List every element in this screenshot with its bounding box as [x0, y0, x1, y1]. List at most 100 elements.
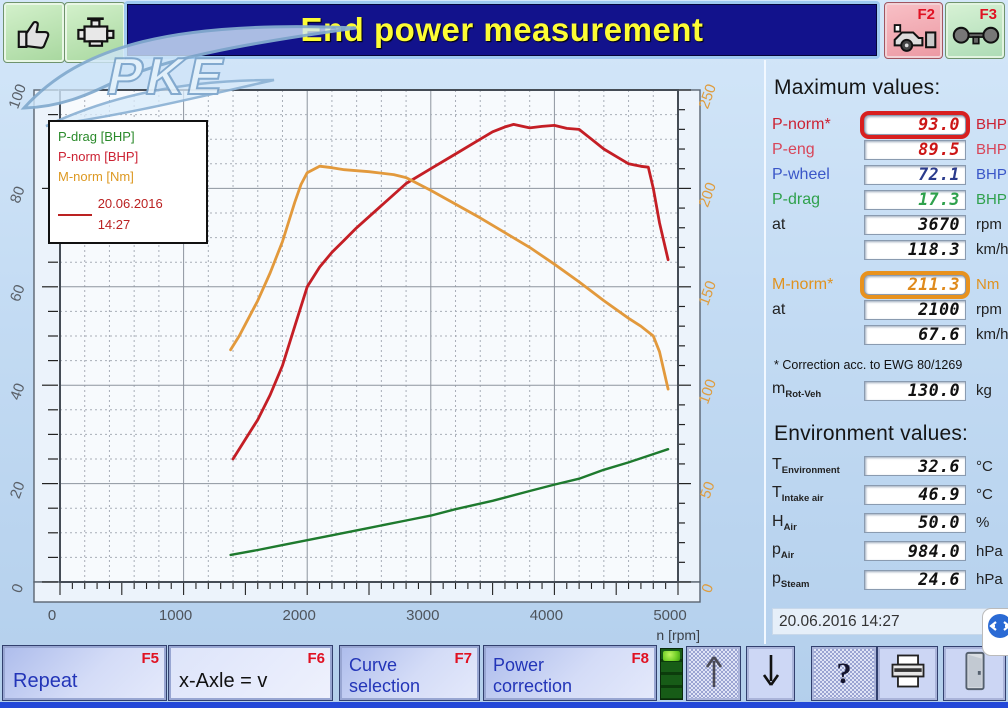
value-digits: 46.9 — [918, 485, 960, 505]
x-axle-button[interactable]: x-Axle = v F6 — [168, 645, 333, 701]
power-correction-button[interactable]: Power correction F8 — [483, 645, 657, 701]
remote-access-bubble[interactable] — [982, 608, 1008, 656]
legend-entry: P-drag [BHP] — [58, 129, 135, 144]
value-unit: °C — [976, 486, 993, 504]
environment-values-heading: Environment values: — [774, 422, 969, 445]
value-label: P-eng — [772, 140, 815, 158]
value-digits: 3670 — [918, 215, 960, 234]
question-mark-icon: ? — [836, 656, 852, 690]
value-row: P-drag 17.3 BHP — [772, 187, 1007, 212]
power-correction-label: Power correction — [493, 655, 573, 696]
engine-icon — [72, 9, 118, 56]
value-unit: °C — [976, 457, 993, 475]
value-row: M-norm* 211.3 Nm — [772, 272, 1006, 297]
page-title: End power measurement — [300, 11, 704, 48]
value-display: 2100 — [864, 299, 966, 320]
value-row: 67.6 km/h — [772, 322, 1008, 347]
value-digits: 67.6 — [918, 325, 960, 344]
value-label: at — [772, 215, 786, 233]
value-row: P-wheel 72.1 BHP — [772, 162, 1007, 187]
value-row: at 3670 rpm — [772, 212, 1006, 237]
value-display: 46.9 — [864, 484, 966, 505]
value-label: pSteam — [772, 569, 810, 590]
value-row: P-eng 89.5 BHP — [772, 137, 1007, 162]
value-unit: hPa — [976, 542, 1003, 560]
value-display: 17.3 — [864, 189, 966, 210]
value-display: 130.0 — [864, 380, 966, 401]
arrow-down-icon — [758, 653, 784, 694]
signal-level-indicator — [660, 648, 683, 700]
svg-text:40: 40 — [7, 381, 29, 402]
value-display: 32.6 — [864, 456, 966, 477]
value-label: HAir — [772, 512, 797, 534]
svg-text:1000: 1000 — [159, 607, 192, 624]
value-unit: % — [976, 514, 990, 532]
value-digits: 89.5 — [918, 140, 960, 159]
correction-note: * Correction acc. to EWG 80/1269 — [774, 358, 963, 372]
value-digits: 17.3 — [918, 190, 960, 209]
f2-dyno-mode-button[interactable]: F2 — [884, 2, 943, 59]
engine-button[interactable] — [64, 2, 126, 63]
svg-text:250: 250 — [696, 82, 721, 111]
value-unit: BHP — [976, 191, 1007, 208]
svg-text:0: 0 — [8, 582, 27, 596]
svg-text:2000: 2000 — [283, 607, 316, 624]
svg-text:0: 0 — [48, 607, 56, 624]
mass-row: mRot-Veh 130.0 kg — [772, 378, 1006, 403]
title-bar: End power measurement — [124, 1, 880, 59]
value-display: 72.1 — [864, 164, 966, 185]
svg-text:n [rpm]: n [rpm] — [656, 627, 700, 643]
curve-selection-button[interactable]: Curve selection F7 — [339, 645, 480, 701]
confirm-thumbs-up-button[interactable] — [3, 2, 65, 63]
arrow-up-icon — [701, 653, 727, 694]
value-digits: 2100 — [918, 300, 960, 319]
print-button[interactable] — [877, 646, 938, 701]
value-row: mRot-Veh 130.0 kg — [772, 378, 1006, 403]
help-button[interactable]: ? — [811, 646, 877, 701]
value-row: TEnvironment 32.6 °C — [772, 452, 1006, 480]
value-unit: BHP — [976, 116, 1007, 133]
chart-legend: P-drag [BHP] P-norm [BHP] M-norm [Nm] 20.06… — [48, 120, 208, 244]
value-row: P-norm* 93.0 BHP — [772, 112, 1007, 137]
thumbs-up-icon — [12, 8, 56, 57]
svg-text:3000: 3000 — [406, 607, 439, 624]
environment-rows: TEnvironment 32.6 °C TIntake air 46.9 °C HAir 5… — [772, 452, 1006, 594]
value-display: 3670 — [864, 214, 966, 235]
value-display: 984.0 — [864, 541, 966, 562]
value-row: TIntake air 46.9 °C — [772, 480, 1006, 508]
value-digits: 50.0 — [918, 513, 960, 533]
f3-axle-mode-button[interactable]: F3 — [945, 2, 1005, 59]
svg-text:20: 20 — [7, 479, 29, 500]
x-axle-label: x-Axle = v — [179, 670, 268, 692]
value-display: 67.6 — [864, 324, 966, 345]
svg-text:100: 100 — [6, 82, 31, 111]
f2-label: F2 — [917, 6, 935, 23]
value-row: HAir 50.0% — [772, 509, 1006, 537]
value-unit: BHP — [976, 166, 1007, 183]
value-label: TIntake air — [772, 484, 824, 505]
f3-label: F3 — [979, 6, 997, 23]
x-axle-fkey: F6 — [307, 650, 325, 667]
scroll-up-button[interactable] — [686, 646, 741, 701]
curve-selection-fkey: F7 — [454, 650, 472, 667]
value-display: 211.3 — [864, 274, 966, 295]
value-label: mRot-Veh — [772, 380, 822, 401]
value-unit: BHP — [976, 141, 1007, 158]
value-unit: hPa — [976, 571, 1003, 589]
window-bottom-border — [0, 702, 1008, 708]
scroll-down-button[interactable] — [746, 646, 795, 701]
value-label: TEnvironment — [772, 456, 840, 477]
legend-line-sample — [58, 213, 92, 216]
value-digits: 24.6 — [918, 570, 960, 590]
axle-icon — [951, 23, 1001, 58]
value-digits: 211.3 — [907, 275, 960, 294]
value-unit: kg — [976, 382, 992, 399]
value-digits: 93.0 — [918, 115, 960, 134]
value-display: 24.6 — [864, 569, 966, 590]
value-digits: 72.1 — [918, 165, 960, 184]
value-unit: rpm — [976, 301, 1002, 318]
values-panel: Maximum values: P-norm* 93.0 BHP P-eng 89.5 B… — [764, 60, 1008, 644]
printer-icon — [887, 652, 929, 695]
repeat-button[interactable]: Repeat F5 — [2, 645, 167, 701]
value-label: M-norm* — [772, 275, 834, 293]
